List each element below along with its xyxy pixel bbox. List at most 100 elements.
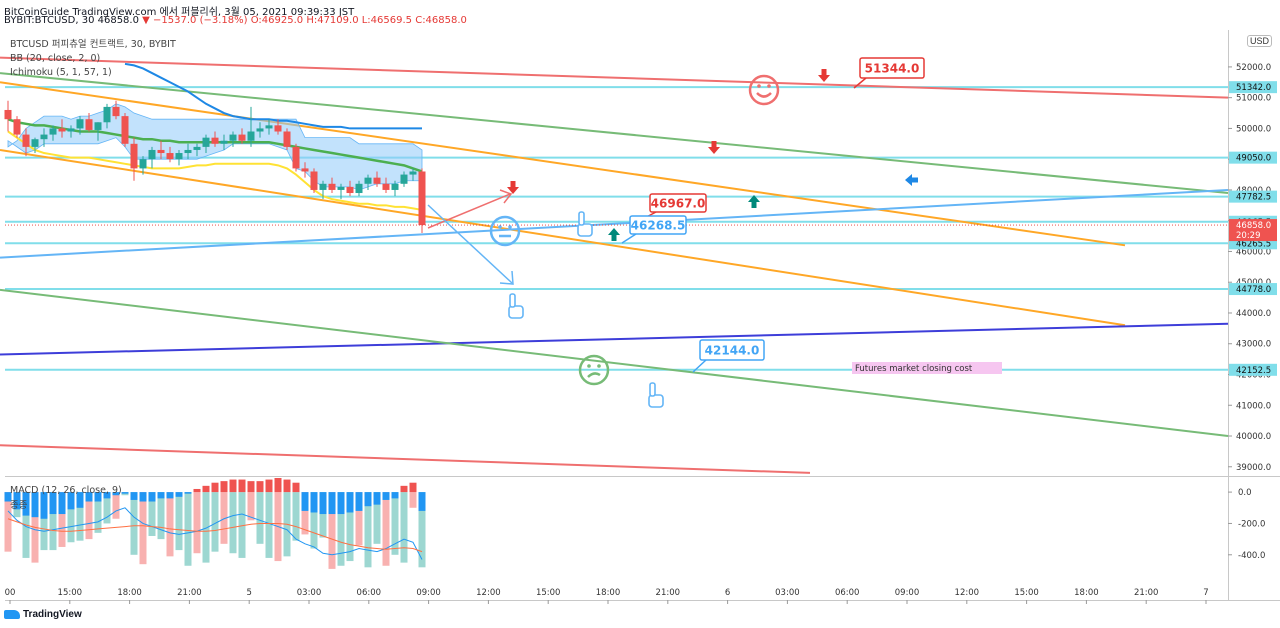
trendline: [0, 322, 1229, 356]
macd-histogram-bar-bg: [157, 492, 165, 540]
macd-histogram-bar: [202, 485, 210, 493]
trendline: [0, 56, 1229, 99]
callout-label: 46967.0: [651, 197, 706, 211]
candle-body: [292, 146, 300, 169]
legend-bb[interactable]: BB (20, close, 2, 0): [10, 53, 101, 64]
macd-histogram-bar: [364, 492, 372, 507]
macd-histogram-bar: [112, 492, 120, 496]
legend-macd[interactable]: MACD (12, 26, close, 9): [10, 485, 122, 496]
annotation-highlight: [852, 362, 1002, 374]
last-price-label: 46858.0: [1236, 221, 1271, 231]
macd-histogram-bar-bg: [265, 492, 273, 558]
time-tick-label: 5: [246, 588, 251, 598]
candle-body: [283, 131, 291, 147]
macd-histogram-bar-bg: [193, 492, 201, 554]
arrow-shaft: [510, 181, 516, 187]
macd-histogram-bar-bg: [94, 492, 102, 533]
macd-histogram-bar: [13, 492, 21, 510]
smiley-mouth: [756, 92, 772, 98]
macd-histogram-bar-bg: [166, 492, 174, 557]
smiley-eye: [587, 364, 591, 368]
candle: [283, 128, 291, 150]
macd-histogram-bar-bg: [364, 492, 372, 568]
candle-body: [175, 153, 183, 160]
candle-body: [184, 149, 192, 154]
candle: [256, 122, 264, 138]
time-tick-label: 12:00: [955, 588, 980, 598]
macd-histogram-bar: [238, 479, 246, 493]
candle: [130, 137, 138, 181]
callout-label: 46268.5: [631, 219, 686, 233]
candle-body: [229, 134, 237, 141]
candle-body: [121, 116, 129, 144]
macd-histogram-bar-bg: [175, 492, 183, 551]
candle: [265, 119, 273, 135]
trendline: [0, 72, 1229, 195]
price-level-tag: [1229, 283, 1277, 296]
candle-body: [382, 183, 390, 190]
macd-histogram-bar-bg: [418, 492, 426, 568]
candle-body: [148, 149, 156, 160]
last-price-tag: [1229, 219, 1277, 242]
macd-histogram-bar: [247, 481, 255, 493]
candle: [319, 180, 327, 200]
time-tick-label: 18:00: [1074, 588, 1099, 598]
smiley-eye: [508, 225, 512, 229]
bb-upper-line: [124, 62, 422, 130]
legend-ichimoku[interactable]: Ichimoku (5, 1, 57, 1): [10, 67, 112, 78]
macd-histogram-bar-bg: [391, 492, 399, 555]
macd-histogram-bar-bg: [409, 492, 417, 508]
candle: [238, 128, 246, 144]
macd-histogram-bar: [139, 492, 147, 502]
macd-histogram-bar: [373, 492, 381, 505]
price-level-tag-label: 49050.0: [1236, 154, 1271, 164]
time-tick-label: 15:00: [1014, 588, 1039, 598]
trendline: [0, 188, 1229, 259]
candle-body: [67, 128, 75, 132]
macd-histogram-bar: [265, 479, 273, 493]
arrow-head: [818, 75, 830, 82]
time-tick-label: 03:00: [297, 588, 322, 598]
macd-histogram-bar: [130, 492, 138, 500]
macd-histogram-bar-bg: [130, 492, 138, 555]
macd-histogram-bar: [292, 482, 300, 493]
symbol-quote-line: BYBIT:BTCUSD, 30 46858.0 ▼ −1537.0 (−3.1…: [4, 15, 467, 26]
main-pane-bg: [5, 30, 1228, 476]
macd-histogram-bar: [193, 488, 201, 493]
candle-body: [364, 177, 372, 184]
time-tick-label: 03:00: [775, 588, 800, 598]
happy-face-icon: [748, 74, 780, 106]
arrow-head: [905, 174, 912, 186]
price-tick-label: 46000.0: [1236, 247, 1271, 257]
smiley-mouth: [587, 372, 601, 378]
arrow-head: [608, 228, 620, 235]
bb-lower-line: [7, 130, 423, 211]
candle: [202, 134, 210, 154]
down-arrow-icon: [507, 181, 519, 194]
tradingview-logo[interactable]: TradingView: [4, 609, 82, 620]
candle-body: [31, 139, 39, 147]
macd-histogram-bar: [31, 492, 39, 518]
candle-body: [112, 106, 120, 117]
smiley-eye: [767, 84, 771, 88]
candle-body: [85, 119, 93, 130]
candle: [31, 137, 39, 154]
macd-histogram-bar: [256, 481, 264, 493]
legend-symbol[interactable]: BTCUSD 퍼피츄얼 컨트랙트, 30, BYBIT: [10, 39, 176, 50]
candle: [103, 103, 111, 129]
candle: [148, 146, 156, 169]
candle-body: [256, 128, 264, 132]
candle: [355, 180, 363, 197]
macd-histogram-bar-bg: [211, 492, 219, 552]
candle-body: [4, 109, 12, 120]
candle: [175, 149, 183, 166]
macd-histogram-bar: [328, 492, 336, 515]
candle-body: [391, 183, 399, 190]
currency-badge[interactable]: USD: [1247, 35, 1273, 47]
smiley-eye: [757, 84, 761, 88]
candle-body: [418, 171, 426, 226]
price-callout: 46967.0: [636, 193, 707, 223]
time-tick-label: 06:00: [357, 588, 382, 598]
candle-body: [22, 134, 30, 147]
